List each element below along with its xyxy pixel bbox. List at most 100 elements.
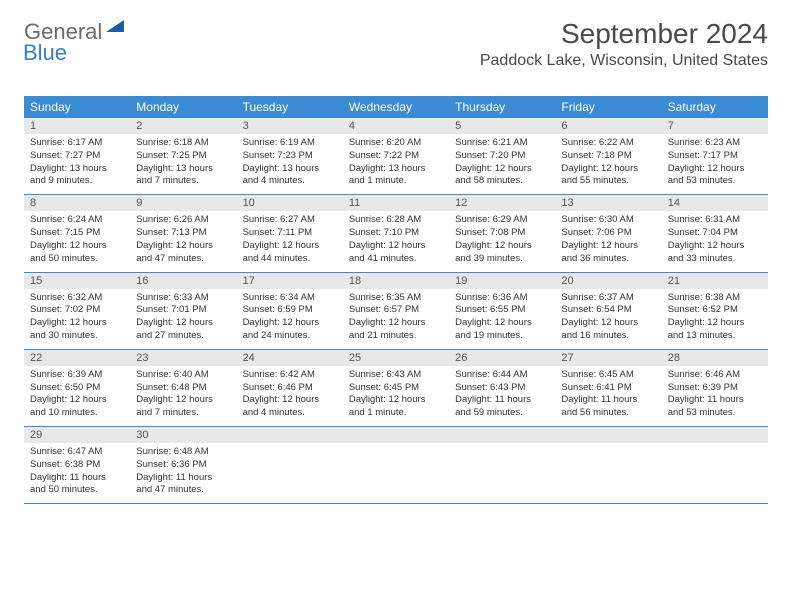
cell-line-sunset: Sunset: 7:22 PM xyxy=(349,150,443,163)
date-number: 6 xyxy=(555,118,661,134)
calendar-cell: 5Sunrise: 6:21 AMSunset: 7:20 PMDaylight… xyxy=(449,118,555,194)
cell-line-daylight1: Daylight: 12 hours xyxy=(668,163,762,176)
cell-line-sunrise: Sunrise: 6:29 AM xyxy=(455,214,549,227)
calendar-cell: 2Sunrise: 6:18 AMSunset: 7:25 PMDaylight… xyxy=(130,118,236,194)
calendar-cell: 7Sunrise: 6:23 AMSunset: 7:17 PMDaylight… xyxy=(662,118,768,194)
cell-line-daylight1: Daylight: 12 hours xyxy=(243,240,337,253)
calendar-cell: 30Sunrise: 6:48 AMSunset: 6:36 PMDayligh… xyxy=(130,427,236,503)
calendar: SundayMondayTuesdayWednesdayThursdayFrid… xyxy=(24,96,768,504)
cell-line-daylight2: and 59 minutes. xyxy=(455,407,549,420)
date-number xyxy=(237,427,343,443)
cell-line-daylight2: and 1 minute. xyxy=(349,175,443,188)
cell-body: Sunrise: 6:44 AMSunset: 6:43 PMDaylight:… xyxy=(449,366,555,426)
calendar-cell: 8Sunrise: 6:24 AMSunset: 7:15 PMDaylight… xyxy=(24,195,130,271)
week-row: 1Sunrise: 6:17 AMSunset: 7:27 PMDaylight… xyxy=(24,118,768,195)
calendar-cell: 29Sunrise: 6:47 AMSunset: 6:38 PMDayligh… xyxy=(24,427,130,503)
calendar-cell xyxy=(449,427,555,503)
cell-line-daylight1: Daylight: 12 hours xyxy=(30,394,124,407)
cell-line-daylight1: Daylight: 11 hours xyxy=(136,472,230,485)
cell-line-sunset: Sunset: 7:10 PM xyxy=(349,227,443,240)
cell-body: Sunrise: 6:24 AMSunset: 7:15 PMDaylight:… xyxy=(24,211,130,271)
cell-line-daylight2: and 16 minutes. xyxy=(561,330,655,343)
date-number: 19 xyxy=(449,273,555,289)
cell-line-sunrise: Sunrise: 6:18 AM xyxy=(136,137,230,150)
cell-body: Sunrise: 6:42 AMSunset: 6:46 PMDaylight:… xyxy=(237,366,343,426)
cell-line-sunrise: Sunrise: 6:47 AM xyxy=(30,446,124,459)
cell-line-sunset: Sunset: 7:02 PM xyxy=(30,304,124,317)
cell-line-daylight1: Daylight: 12 hours xyxy=(136,317,230,330)
cell-line-daylight2: and 47 minutes. xyxy=(136,484,230,497)
cell-body xyxy=(237,443,343,501)
date-number xyxy=(343,427,449,443)
cell-line-daylight2: and 1 minute. xyxy=(349,407,443,420)
cell-body: Sunrise: 6:48 AMSunset: 6:36 PMDaylight:… xyxy=(130,443,236,503)
cell-body: Sunrise: 6:45 AMSunset: 6:41 PMDaylight:… xyxy=(555,366,661,426)
cell-line-sunrise: Sunrise: 6:30 AM xyxy=(561,214,655,227)
cell-line-daylight1: Daylight: 12 hours xyxy=(561,240,655,253)
calendar-cell: 28Sunrise: 6:46 AMSunset: 6:39 PMDayligh… xyxy=(662,350,768,426)
cell-body: Sunrise: 6:17 AMSunset: 7:27 PMDaylight:… xyxy=(24,134,130,194)
cell-body xyxy=(449,443,555,501)
date-number: 2 xyxy=(130,118,236,134)
cell-body: Sunrise: 6:43 AMSunset: 6:45 PMDaylight:… xyxy=(343,366,449,426)
cell-line-daylight1: Daylight: 12 hours xyxy=(30,317,124,330)
day-header-cell: Monday xyxy=(130,96,236,118)
cell-body: Sunrise: 6:37 AMSunset: 6:54 PMDaylight:… xyxy=(555,289,661,349)
cell-line-sunrise: Sunrise: 6:24 AM xyxy=(30,214,124,227)
cell-line-sunset: Sunset: 6:50 PM xyxy=(30,382,124,395)
cell-line-sunset: Sunset: 7:13 PM xyxy=(136,227,230,240)
cell-line-sunset: Sunset: 6:43 PM xyxy=(455,382,549,395)
cell-line-daylight1: Daylight: 13 hours xyxy=(243,163,337,176)
cell-line-sunset: Sunset: 6:54 PM xyxy=(561,304,655,317)
cell-line-daylight2: and 7 minutes. xyxy=(136,407,230,420)
cell-body: Sunrise: 6:22 AMSunset: 7:18 PMDaylight:… xyxy=(555,134,661,194)
cell-line-sunset: Sunset: 6:41 PM xyxy=(561,382,655,395)
cell-line-sunrise: Sunrise: 6:36 AM xyxy=(455,292,549,305)
cell-body: Sunrise: 6:34 AMSunset: 6:59 PMDaylight:… xyxy=(237,289,343,349)
calendar-cell: 11Sunrise: 6:28 AMSunset: 7:10 PMDayligh… xyxy=(343,195,449,271)
cell-line-daylight2: and 50 minutes. xyxy=(30,253,124,266)
cell-line-daylight1: Daylight: 11 hours xyxy=(30,472,124,485)
cell-line-daylight1: Daylight: 12 hours xyxy=(561,163,655,176)
cell-line-sunrise: Sunrise: 6:38 AM xyxy=(668,292,762,305)
cell-line-daylight2: and 9 minutes. xyxy=(30,175,124,188)
cell-line-sunset: Sunset: 6:57 PM xyxy=(349,304,443,317)
date-number xyxy=(662,427,768,443)
cell-line-sunset: Sunset: 6:59 PM xyxy=(243,304,337,317)
cell-line-sunrise: Sunrise: 6:33 AM xyxy=(136,292,230,305)
cell-body: Sunrise: 6:46 AMSunset: 6:39 PMDaylight:… xyxy=(662,366,768,426)
calendar-cell: 1Sunrise: 6:17 AMSunset: 7:27 PMDaylight… xyxy=(24,118,130,194)
logo-triangle-icon xyxy=(106,18,124,37)
date-number: 12 xyxy=(449,195,555,211)
calendar-cell: 25Sunrise: 6:43 AMSunset: 6:45 PMDayligh… xyxy=(343,350,449,426)
calendar-cell: 12Sunrise: 6:29 AMSunset: 7:08 PMDayligh… xyxy=(449,195,555,271)
cell-line-daylight2: and 33 minutes. xyxy=(668,253,762,266)
cell-line-sunset: Sunset: 6:38 PM xyxy=(30,459,124,472)
cell-line-daylight1: Daylight: 12 hours xyxy=(455,163,549,176)
cell-body: Sunrise: 6:31 AMSunset: 7:04 PMDaylight:… xyxy=(662,211,768,271)
cell-body: Sunrise: 6:32 AMSunset: 7:02 PMDaylight:… xyxy=(24,289,130,349)
date-number: 23 xyxy=(130,350,236,366)
cell-line-sunset: Sunset: 7:23 PM xyxy=(243,150,337,163)
cell-body: Sunrise: 6:20 AMSunset: 7:22 PMDaylight:… xyxy=(343,134,449,194)
cell-body: Sunrise: 6:27 AMSunset: 7:11 PMDaylight:… xyxy=(237,211,343,271)
cell-line-daylight1: Daylight: 13 hours xyxy=(30,163,124,176)
calendar-cell: 14Sunrise: 6:31 AMSunset: 7:04 PMDayligh… xyxy=(662,195,768,271)
cell-line-daylight2: and 4 minutes. xyxy=(243,407,337,420)
date-number: 24 xyxy=(237,350,343,366)
cell-line-sunrise: Sunrise: 6:44 AM xyxy=(455,369,549,382)
cell-line-daylight1: Daylight: 12 hours xyxy=(349,240,443,253)
cell-line-daylight1: Daylight: 12 hours xyxy=(668,317,762,330)
date-number: 9 xyxy=(130,195,236,211)
week-row: 15Sunrise: 6:32 AMSunset: 7:02 PMDayligh… xyxy=(24,273,768,350)
cell-line-sunrise: Sunrise: 6:31 AM xyxy=(668,214,762,227)
cell-line-sunrise: Sunrise: 6:28 AM xyxy=(349,214,443,227)
calendar-cell xyxy=(343,427,449,503)
date-number: 15 xyxy=(24,273,130,289)
cell-line-sunrise: Sunrise: 6:43 AM xyxy=(349,369,443,382)
cell-line-sunset: Sunset: 6:46 PM xyxy=(243,382,337,395)
calendar-cell xyxy=(237,427,343,503)
date-number: 16 xyxy=(130,273,236,289)
cell-line-sunset: Sunset: 6:45 PM xyxy=(349,382,443,395)
date-number: 5 xyxy=(449,118,555,134)
